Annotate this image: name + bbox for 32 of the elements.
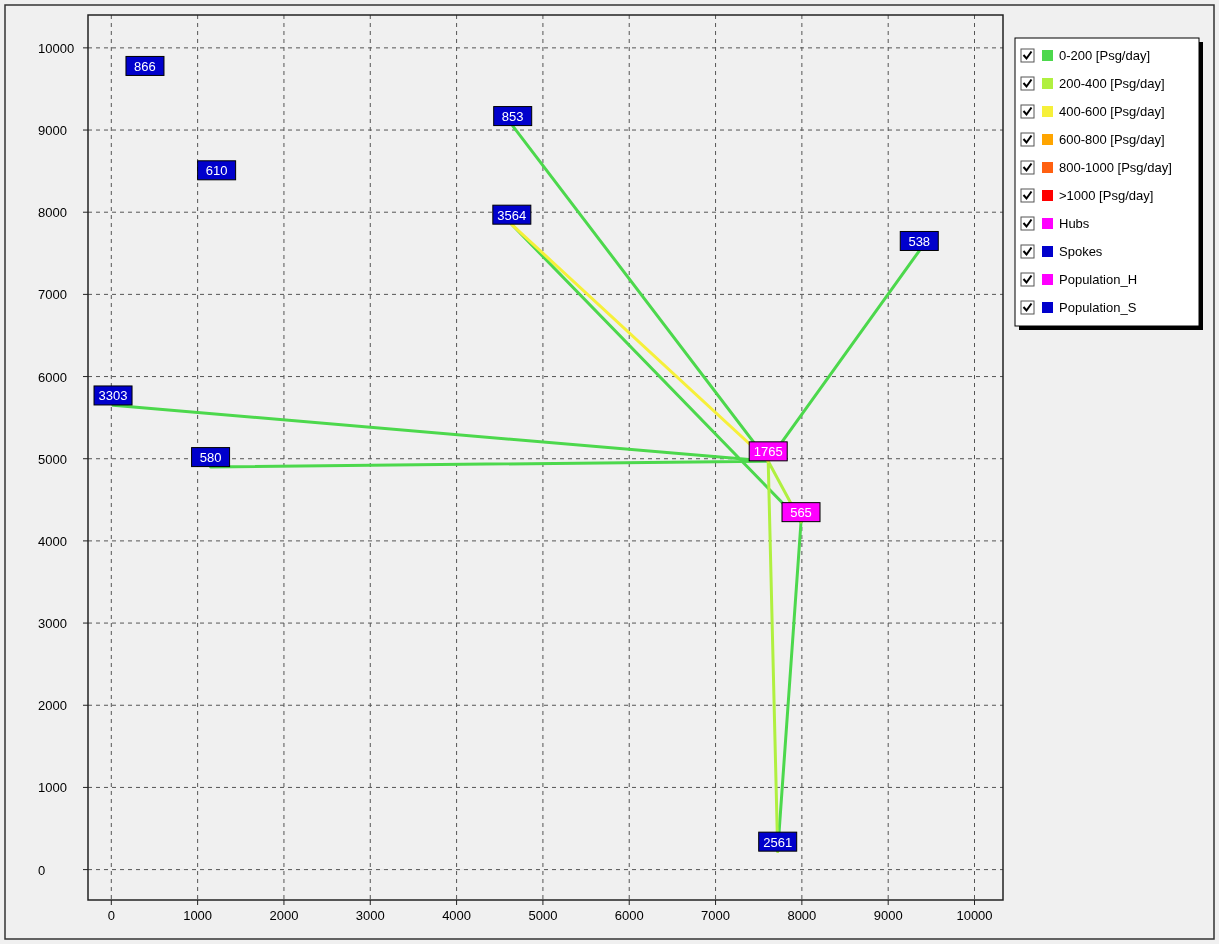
x-tick-label: 5000 [528, 908, 558, 923]
x-tick-label: 7000 [701, 908, 731, 923]
y-tick-label: 5000 [38, 451, 67, 467]
legend-label: Spokes [1059, 244, 1103, 259]
x-tick-label: 3000 [355, 908, 385, 923]
legend-label: 200-400 [Psg/day] [1059, 76, 1165, 91]
x-tick-label: 9000 [873, 908, 903, 923]
legend-label: Population_H [1059, 272, 1138, 287]
x-tick-label: 2000 [269, 908, 299, 923]
y-tick-label: 6000 [38, 369, 67, 385]
y-tick-label: 1000 [38, 780, 67, 796]
y-tick-label: 2000 [38, 698, 67, 714]
x-tick-label: 10000 [956, 908, 993, 923]
legend-label: Population_S [1059, 300, 1137, 315]
y-tick-label: 10000 [38, 40, 75, 56]
x-tick-label: 6000 [614, 908, 644, 923]
legend-label: 800-1000 [Psg/day] [1059, 160, 1172, 175]
legend-label: Hubs [1059, 216, 1090, 231]
x-tick-label: 1000 [183, 908, 213, 923]
y-tick-label: 3000 [38, 616, 67, 632]
y-tick-label: 8000 [38, 205, 67, 221]
y-tick-label: 9000 [38, 123, 67, 139]
x-tick-label: 4000 [442, 908, 472, 923]
legend-label: >1000 [Psg/day] [1059, 188, 1154, 203]
legend-label: 0-200 [Psg/day] [1059, 48, 1151, 63]
x-tick-label: 8000 [787, 908, 817, 923]
y-tick-label: 0 [38, 862, 46, 878]
legend-label: 400-600 [Psg/day] [1059, 104, 1165, 119]
y-tick-label: 4000 [38, 533, 67, 549]
y-tick-label: 7000 [38, 287, 67, 303]
legend-label: 600-800 [Psg/day] [1059, 132, 1165, 147]
x-tick-label: 0 [107, 908, 115, 923]
